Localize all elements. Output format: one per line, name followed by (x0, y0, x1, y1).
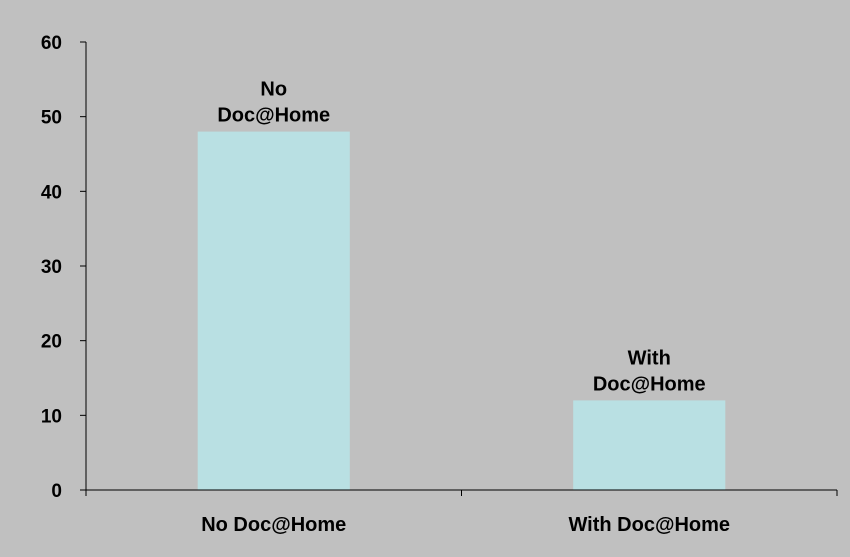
data-label-0-line-0: No (260, 79, 287, 101)
y-tick-label-3: 30 (41, 257, 62, 278)
y-tick-label-1: 10 (41, 406, 62, 427)
x-tick-label-1: With Doc@Home (568, 514, 730, 536)
y-tick-label-0: 0 (51, 481, 62, 502)
data-label-0-line-1: Doc@Home (217, 105, 330, 127)
data-label-1-line-1: Doc@Home (593, 373, 706, 395)
y-tick-label-5: 50 (41, 108, 62, 129)
x-tick-label-0: No Doc@Home (201, 514, 346, 536)
labels-layer: No Doc@Home No Doc@Home With Doc@Home With Do… (41, 33, 730, 536)
bar-0 (197, 131, 350, 490)
axes-layer (80, 41, 838, 496)
bar-1 (573, 400, 726, 490)
y-tick-label-6: 60 (41, 33, 62, 54)
y-tick-label-4: 40 (41, 182, 62, 203)
data-label-1-line-0: With (628, 347, 671, 369)
y-tick-label-2: 20 (41, 332, 62, 353)
bars-layer (197, 131, 726, 490)
